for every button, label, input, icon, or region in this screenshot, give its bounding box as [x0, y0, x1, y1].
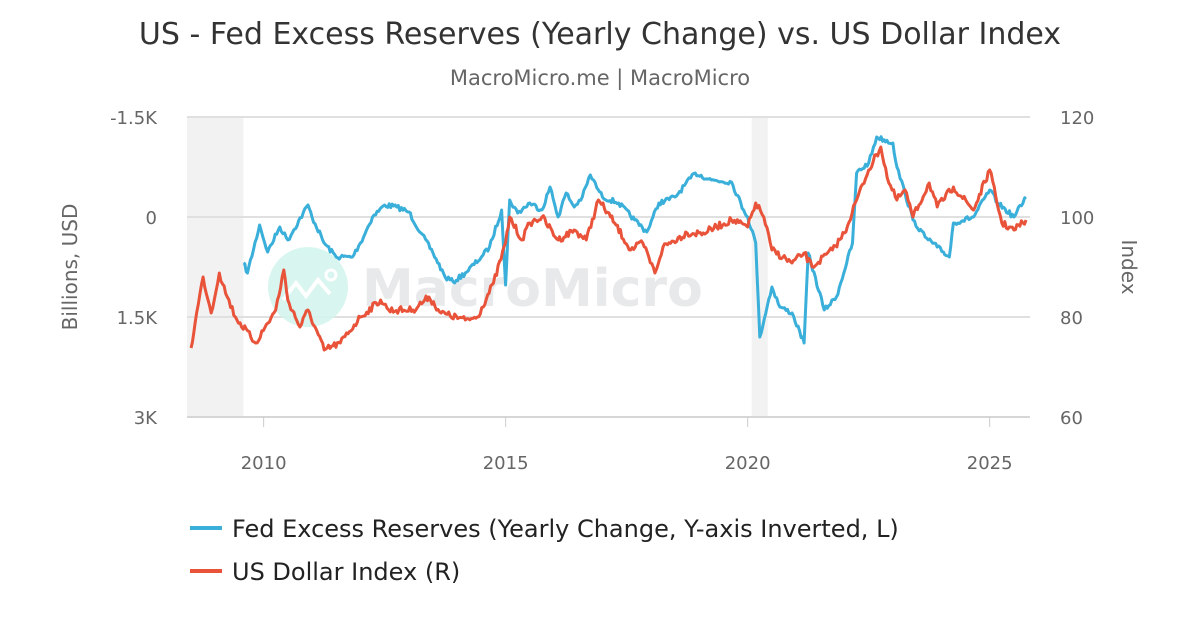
recession-band	[187, 117, 244, 417]
series-lines	[189, 135, 1028, 352]
left-tick-label: 1.5K	[117, 308, 159, 329]
watermark: MacroMicro	[268, 247, 703, 327]
fed-reserves-line	[242, 135, 1027, 345]
left-tick-label: 0	[146, 208, 157, 229]
left-tick-label: -1.5K	[110, 108, 158, 129]
recession-shading	[187, 117, 768, 417]
watermark-logo-icon	[281, 276, 332, 302]
x-tick-label: 2020	[725, 453, 771, 474]
right-axis-label: Index	[1117, 239, 1141, 294]
x-tick-label: 2025	[967, 453, 1013, 474]
x-tick-label: 2015	[483, 453, 529, 474]
right-tick-label: 120	[1060, 108, 1094, 129]
right-tick-label: 100	[1060, 208, 1094, 229]
chart-title: US - Fed Excess Reserves (Yearly Change)…	[139, 17, 1061, 52]
axis-ticks: -1.5K 0 1.5K 3K 120 100 80 60 2010 2015 2020 2025	[110, 108, 1094, 474]
legend: Fed Excess Reserves (Yearly Change, Y-ax…	[190, 515, 899, 586]
legend-item-fed-reserves[interactable]: Fed Excess Reserves (Yearly Change, Y-ax…	[190, 515, 899, 543]
watermark-text: MacroMicro	[362, 259, 703, 319]
legend-label: US Dollar Index (R)	[232, 558, 460, 586]
chart-subtitle: MacroMicro.me | MacroMicro	[450, 66, 750, 91]
legend-label: Fed Excess Reserves (Yearly Change, Y-ax…	[232, 515, 899, 543]
right-tick-label: 60	[1060, 408, 1083, 429]
left-tick-label: 3K	[134, 408, 158, 429]
dollar-index-line	[189, 145, 1028, 352]
left-axis-label: Billions, USD	[58, 204, 82, 331]
watermark-logo-circle	[268, 247, 348, 327]
x-tick-label: 2010	[241, 453, 287, 474]
legend-item-dollar-index[interactable]: US Dollar Index (R)	[190, 558, 460, 586]
right-tick-label: 80	[1060, 308, 1083, 329]
recession-band	[751, 117, 768, 417]
